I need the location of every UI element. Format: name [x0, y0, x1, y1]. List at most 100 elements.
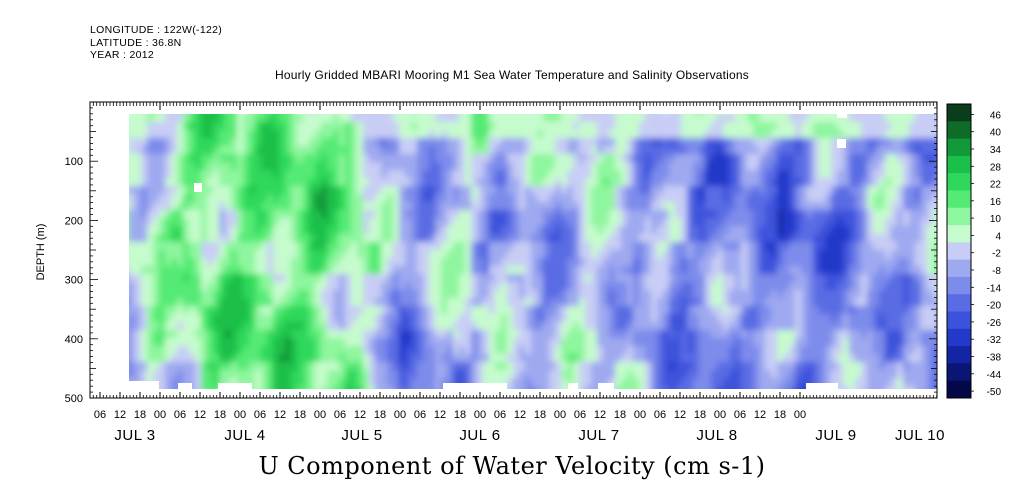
- x-hour-label: 18: [294, 409, 306, 421]
- colorbar-swatch: [947, 363, 971, 382]
- x-hour-label: 06: [414, 409, 426, 421]
- x-day-label: JUL 10: [895, 427, 945, 444]
- colorbar-swatch: [947, 207, 971, 226]
- data-gap-9: [837, 114, 847, 118]
- x-hour-label: 06: [94, 409, 106, 421]
- colorbar-swatch: [947, 380, 971, 399]
- x-day-label: JUL 4: [224, 427, 265, 444]
- x-axis-label: U Component of Water Velocity (cm s-1): [258, 452, 766, 480]
- colorbar-label: -14: [987, 283, 1002, 294]
- x-hour-label: 00: [394, 409, 406, 421]
- colorbar-swatch: [947, 346, 971, 364]
- chart-title: Hourly Gridded MBARI Mooring M1 Sea Wate…: [275, 68, 749, 82]
- x-hour-label: 00: [154, 409, 166, 421]
- x-hour-label: 00: [714, 409, 726, 421]
- x-day-label: JUL 8: [696, 427, 737, 444]
- x-hour-label: 12: [434, 409, 446, 421]
- y-tick-label: 200: [65, 215, 83, 227]
- data-gap-1: [178, 383, 192, 389]
- colorbar-label: 46: [990, 110, 1002, 121]
- x-hour-label: 12: [354, 409, 366, 421]
- colorbar-label: 40: [990, 128, 1002, 139]
- x-axis-ticks: 06 12 18 00 06 12 18 00 06 12 18 00 06 12 18 00 06 12 18 00…: [89, 392, 945, 444]
- x-day-label: JUL 6: [459, 427, 500, 444]
- colorbar-label: -44: [987, 370, 1002, 381]
- y-tick-label: 300: [65, 275, 83, 287]
- x-hour-label: 00: [314, 409, 326, 421]
- x-hour-label: 00: [474, 409, 486, 421]
- x-hour-label: 06: [574, 409, 586, 421]
- colorbar-swatch: [947, 173, 971, 191]
- x-hour-label: 00: [554, 409, 566, 421]
- x-day-label: JUL 7: [578, 427, 619, 444]
- colorbar-label: 28: [990, 162, 1002, 173]
- x-day-label: JUL 5: [341, 427, 382, 444]
- colorbar-label: -32: [987, 335, 1002, 346]
- x-hour-label: 00: [634, 409, 646, 421]
- x-hour-label: 12: [274, 409, 286, 421]
- colorbar-swatch: [947, 155, 971, 174]
- x-hour-label: 18: [614, 409, 626, 421]
- y-tick-label: 100: [65, 156, 83, 168]
- x-hour-label: 00: [794, 409, 806, 421]
- colorbar-frame: [946, 103, 972, 399]
- colorbar-label: -38: [987, 353, 1002, 364]
- colorbar-swatch: [947, 225, 971, 243]
- x-hour-label: 12: [754, 409, 766, 421]
- data-gap-0: [129, 381, 159, 389]
- x-day-label: JUL 3: [114, 427, 155, 444]
- colorbar-swatch: [947, 311, 971, 330]
- data-gap-8: [837, 139, 846, 148]
- missing-data-gaps: [129, 114, 847, 389]
- colorbar-swatch: [947, 190, 971, 209]
- data-gap-4: [568, 383, 578, 389]
- data-gap-7: [194, 183, 202, 192]
- colorbar-label: -20: [987, 301, 1002, 312]
- colorbar-label: 4: [995, 231, 1001, 242]
- data-gap-5: [598, 383, 614, 389]
- colorbar-label: -50: [987, 387, 1002, 398]
- x-hour-label: 06: [734, 409, 746, 421]
- colorbar-swatch: [947, 104, 971, 122]
- x-hour-label: 06: [174, 409, 186, 421]
- x-day-label: JUL 9: [815, 427, 856, 444]
- colorbar-label: 22: [990, 180, 1002, 191]
- x-hour-label: 18: [134, 409, 146, 421]
- longitude-label: LONGITUDE : 122W(-122): [90, 24, 223, 36]
- colorbar-label: -26: [987, 318, 1002, 329]
- axes: 06 12 18 00 06 12 18 00 06 12 18 00 06 12 18 00 06 12 18 00…: [65, 101, 945, 444]
- colorbar-swatch: [947, 242, 971, 261]
- y-tick-label: 400: [65, 334, 83, 346]
- x-hour-label: 12: [114, 409, 126, 421]
- colorbar-label: -2: [992, 249, 1001, 260]
- x-hour-label: 06: [494, 409, 506, 421]
- colorbar-swatch: [947, 138, 971, 157]
- colorbar-swatch: [947, 121, 971, 140]
- colorbar-label: 16: [990, 197, 1002, 208]
- velocity-field: [129, 114, 937, 389]
- x-hour-label: 12: [674, 409, 686, 421]
- colorbar-swatch: [947, 276, 971, 295]
- colorbar-swatch: [947, 259, 971, 278]
- x-hour-label: 06: [654, 409, 666, 421]
- colorbar: 46 40 34 28 22 16 10 4 -2 -8 -14 -20 -26 -32 -38 -44 -50: [946, 103, 1002, 399]
- colorbar-swatch: [947, 294, 971, 313]
- x-hour-label: 12: [594, 409, 606, 421]
- x-hour-label: 06: [254, 409, 266, 421]
- x-hour-label: 18: [774, 409, 786, 421]
- top-axis-ticks: [89, 102, 938, 110]
- x-hour-label: 18: [374, 409, 386, 421]
- x-hour-label: 12: [514, 409, 526, 421]
- x-hour-label: 00: [234, 409, 246, 421]
- latitude-label: LATITUDE : 36.8N: [90, 36, 182, 49]
- colorbar-label: -8: [992, 266, 1001, 277]
- x-hour-label: 18: [534, 409, 546, 421]
- data-gap-3: [443, 383, 507, 389]
- x-hour-label: 06: [334, 409, 346, 421]
- x-hour-label: 18: [454, 409, 466, 421]
- colorbar-swatch: [947, 328, 971, 347]
- metadata-block: LONGITUDE : 122W(-122) LATITUDE : 36.8N …: [90, 24, 222, 62]
- y-tick-label: 500: [65, 393, 83, 405]
- x-hour-label: 18: [214, 409, 226, 421]
